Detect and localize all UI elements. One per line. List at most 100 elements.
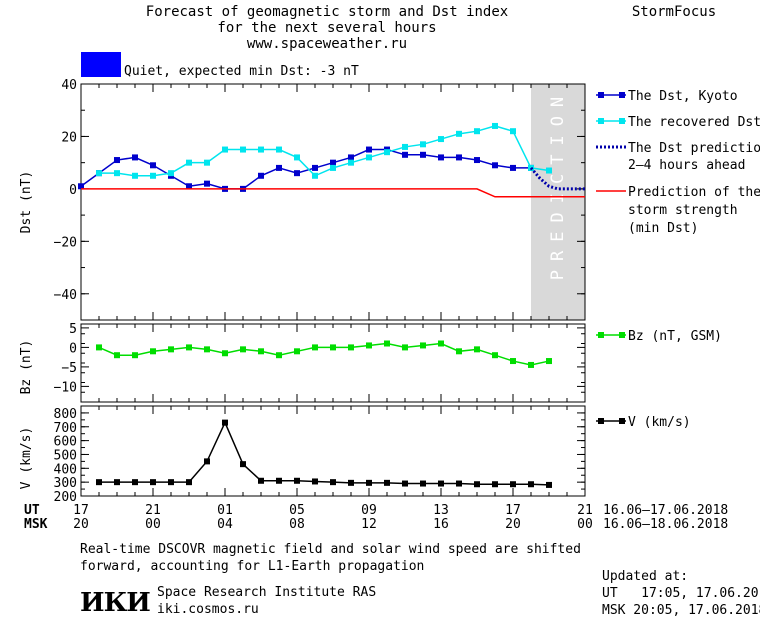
y-tick-label: 400 [54, 462, 77, 477]
data-point [546, 358, 552, 365]
data-point [114, 170, 120, 177]
data-point [402, 151, 408, 158]
data-point [330, 159, 336, 166]
data-point [546, 167, 552, 174]
msk-tick-label: 04 [217, 517, 233, 532]
data-point [294, 170, 300, 177]
data-point [420, 342, 426, 349]
data-point [438, 480, 444, 487]
data-point [402, 480, 408, 487]
data-point [312, 478, 318, 485]
data-point [276, 352, 282, 359]
data-point [510, 481, 516, 488]
data-point [258, 146, 264, 153]
data-point [258, 477, 264, 484]
data-point [96, 479, 102, 486]
ut-tick-label: 17 [505, 503, 521, 518]
data-point [330, 479, 336, 486]
data-point [420, 151, 426, 158]
title-line-1: Forecast of geomagnetic storm and Dst in… [146, 4, 508, 20]
y-tick-label: −40 [54, 288, 77, 303]
y-tick-label: 200 [54, 490, 77, 505]
dst-panel: PREDICTION 40 20 0 −20 −40 Dst (nT) [19, 78, 586, 321]
series-line-3 [81, 188, 585, 198]
data-point [114, 352, 120, 359]
data-point [492, 162, 498, 169]
y-tick-label: −5 [61, 361, 77, 376]
data-point [294, 154, 300, 161]
msk-tick-label: 12 [361, 517, 377, 532]
msk-tick-label: 00 [577, 517, 593, 532]
legend-recovered-marker-2 [619, 118, 625, 124]
ut-tick-label: 21 [577, 503, 593, 518]
data-point [276, 164, 282, 171]
legend-dst-kyoto-marker [598, 92, 604, 98]
data-point [492, 352, 498, 359]
data-point [186, 159, 192, 166]
y-axis-label: V (km/s) [19, 427, 34, 490]
y-tick-label: 0 [69, 341, 77, 356]
data-point [114, 157, 120, 164]
data-point [276, 477, 282, 484]
series-line-0 [80, 148, 531, 190]
data-point [186, 344, 192, 351]
data-point [312, 164, 318, 171]
msk-tick-label: 00 [145, 517, 161, 532]
legend-recovered-marker [598, 118, 604, 124]
data-point [258, 348, 264, 355]
data-point [132, 479, 138, 486]
y-tick-label: 20 [61, 130, 77, 145]
data-point [186, 479, 192, 486]
prediction-zone [531, 84, 585, 320]
institute-name: Space Research Institute RAS [157, 585, 376, 600]
data-point [492, 122, 498, 129]
updated-ut: UT 17:05, 17.06.2018 [602, 586, 760, 601]
ut-tick-label: 17 [73, 503, 89, 518]
data-point [204, 346, 210, 353]
data-point [384, 479, 390, 486]
data-point [150, 162, 156, 169]
brand-name: StormFocus [632, 4, 716, 20]
data-point [438, 340, 444, 347]
data-point [312, 172, 318, 179]
data-point [132, 352, 138, 359]
data-point [402, 143, 408, 150]
title-line-2: for the next several hours [217, 20, 436, 36]
data-point [492, 481, 498, 488]
data-point [528, 481, 534, 488]
legend-v-marker-2 [619, 418, 625, 424]
data-point [204, 458, 210, 465]
y-tick-label: 800 [54, 407, 77, 422]
ut-tick-label: 09 [361, 503, 377, 518]
data-point [384, 340, 390, 347]
data-point [456, 130, 462, 137]
data-point [96, 170, 102, 177]
legend-v-label: V (km/s) [628, 415, 691, 430]
data-point [276, 146, 282, 153]
ut-date-range: 16.06–17.06.2018 [603, 503, 728, 518]
msk-tick-label: 16 [433, 517, 449, 532]
data-point [402, 344, 408, 351]
data-point [240, 461, 246, 468]
y-tick-label: 5 [69, 322, 77, 337]
data-point [240, 146, 246, 153]
data-point [348, 154, 354, 161]
data-point [330, 164, 336, 171]
y-axis-label: Bz (nT) [19, 340, 34, 395]
title-line-3: www.spaceweather.ru [247, 36, 407, 52]
institute-site: iki.cosmos.ru [157, 602, 259, 617]
legend-strength-label-2: storm strength [628, 203, 738, 218]
data-point [132, 172, 138, 179]
data-point [384, 149, 390, 156]
data-point [222, 350, 228, 357]
msk-tick-label: 08 [289, 517, 305, 532]
ut-tick-label: 13 [433, 503, 449, 518]
data-point [258, 172, 264, 179]
y-tick-label: 300 [54, 476, 77, 491]
series-line-0 [99, 420, 550, 486]
y-tick-label: 700 [54, 421, 77, 436]
data-point [366, 154, 372, 161]
ut-tick-label: 21 [145, 503, 161, 518]
